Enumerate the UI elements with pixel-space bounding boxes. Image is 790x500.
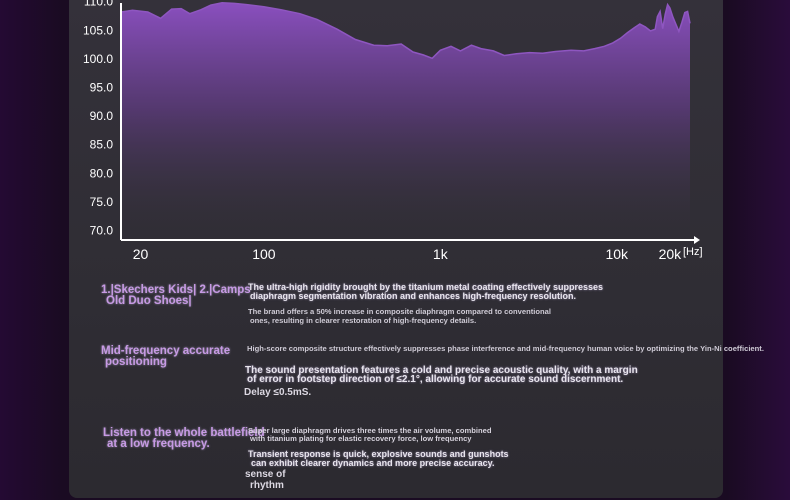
feature-3-desc3-line1: sense of <box>245 469 286 480</box>
feature-3-desc1-line2: with titanium plating for elastic recove… <box>250 434 472 443</box>
x-axis-unit-label: [Hz] <box>683 246 703 258</box>
x-axis-arrow <box>694 236 700 244</box>
feature-3-desc2-line2: can exhibit clearer dynamics and more pr… <box>251 458 495 468</box>
feature-1-title-line2: Old Duo Shoes| <box>106 295 192 307</box>
response-line <box>120 2 691 60</box>
feature-1-desc1-line1: The ultra-high rigidity brought by the t… <box>248 282 604 292</box>
feature-2-desc2-line2: of error in footstep direction of ≤2.1°,… <box>247 374 624 385</box>
x-tick-label: 10k <box>605 246 629 262</box>
y-tick-label: 85.0 <box>90 138 114 152</box>
y-tick-label: 110.0 <box>84 0 113 9</box>
feature-3-desc1-line1: Super large diaphragm drives three times… <box>248 426 492 435</box>
feature-2-desc2-line1: The sound presentation features a cold a… <box>245 365 638 376</box>
feature-3-title-line1: Listen to the whole battlefield <box>103 427 265 439</box>
feature-2-title-line1: Mid-frequency accurate <box>101 345 231 357</box>
feature-3-title-line2: at a low frequency. <box>107 438 210 450</box>
feature-2-desc3: Delay ≤0.5mS. <box>244 387 312 398</box>
x-tick-label: 20k <box>659 246 683 262</box>
x-tick-label: 1k <box>433 246 449 262</box>
feature-1-desc2-line1: The brand offers a 50% increase in compo… <box>248 307 551 316</box>
feature-2-desc1-line1: High-score composite structure effective… <box>247 344 764 353</box>
x-tick-label: 100 <box>252 246 276 262</box>
feature-3-desc3-line2: rhythm <box>250 480 284 491</box>
feature-1-title-line1: 1.|Skechers Kids| 2.|Camps <box>101 284 251 296</box>
feature-1-desc2-line2: ones, resulting in clearer restoration o… <box>250 316 477 325</box>
y-tick-label: 100.0 <box>83 52 113 66</box>
y-tick-label: 70.0 <box>90 224 114 238</box>
y-tick-label: 75.0 <box>90 195 114 209</box>
response-area <box>121 2 690 240</box>
x-tick-label: 20 <box>133 246 149 262</box>
feature-3-desc2-line1: Transient response is quick, explosive s… <box>248 449 509 459</box>
feature-1-desc1-line2: diaphragm segmentation vibration and enh… <box>250 291 577 301</box>
y-tick-label: 80.0 <box>90 166 114 180</box>
y-tick-label: 105.0 <box>83 23 113 37</box>
y-tick-label: 90.0 <box>90 109 114 123</box>
y-tick-label: 95.0 <box>90 81 114 95</box>
feature-2-title-line2: positioning <box>105 356 167 368</box>
